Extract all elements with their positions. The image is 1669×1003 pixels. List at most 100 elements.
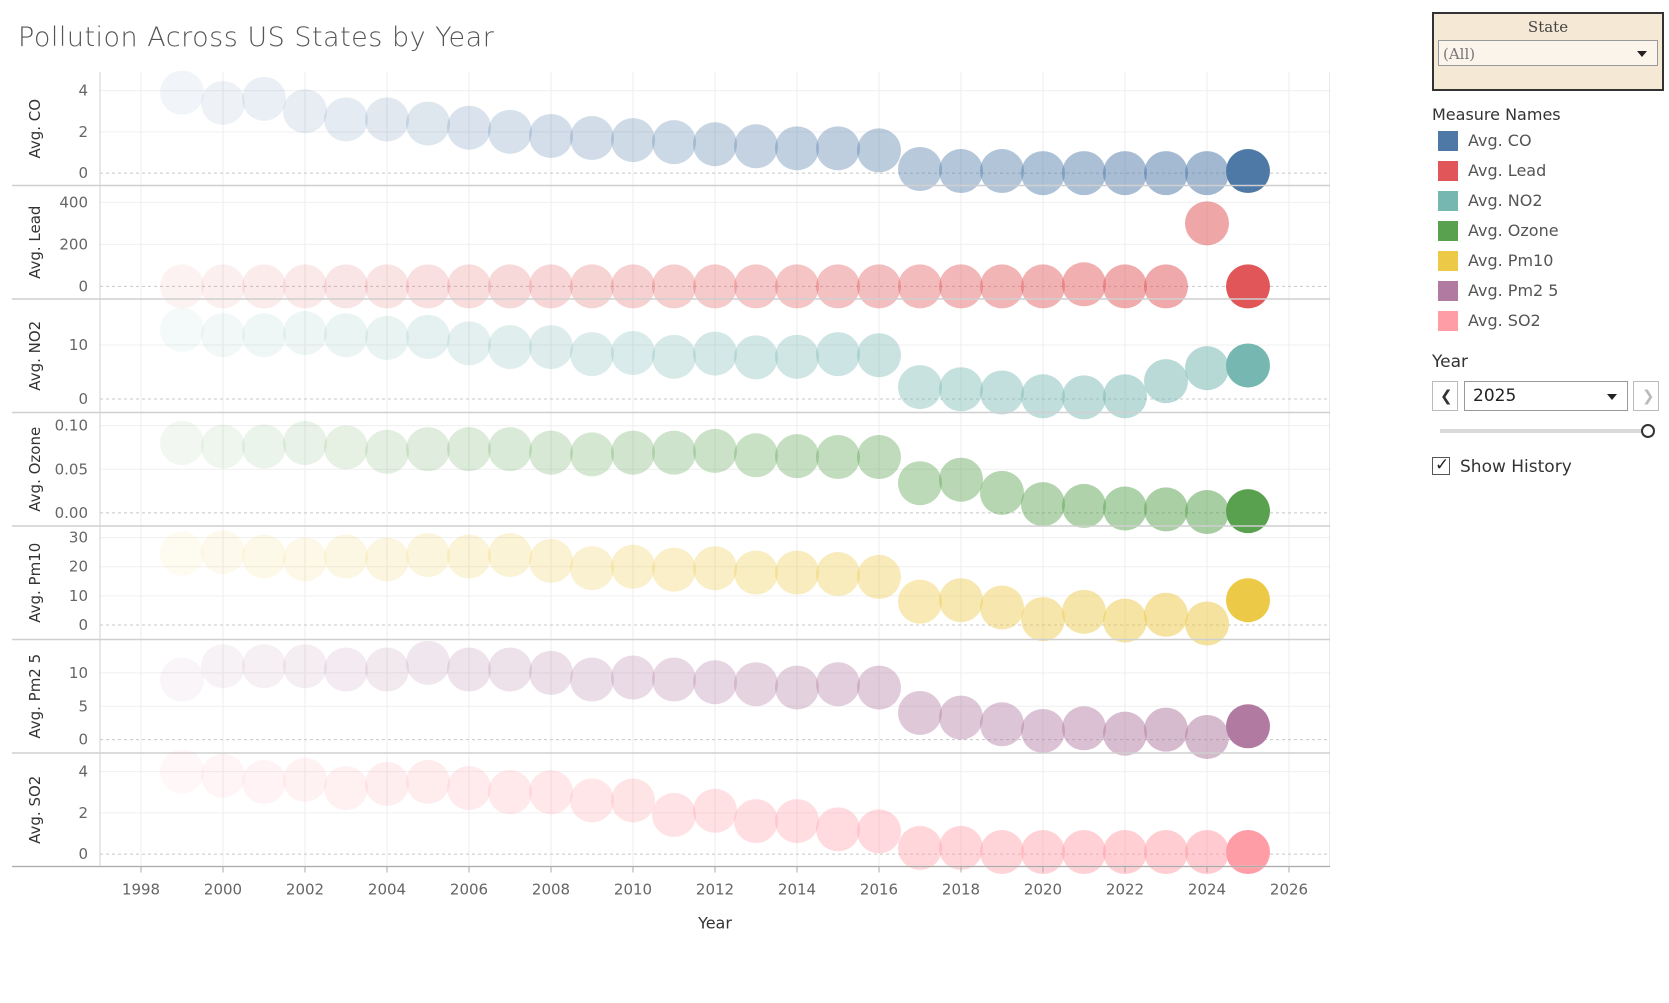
data-point	[1185, 346, 1229, 391]
x-tick-label: 2014	[778, 881, 816, 899]
check-icon: ✓	[1435, 455, 1450, 475]
data-point	[1144, 151, 1188, 196]
data-point	[1021, 830, 1065, 875]
data-point	[242, 76, 286, 121]
data-point	[898, 579, 942, 624]
year-prev-button[interactable]: ❮	[1432, 381, 1458, 411]
data-point	[611, 544, 655, 589]
legend-item-no2[interactable]: Avg. NO2	[1432, 188, 1662, 218]
x-tick-label: 2000	[204, 881, 242, 899]
data-point	[365, 97, 409, 142]
data-point	[898, 264, 942, 309]
data-point	[1021, 151, 1065, 196]
data-point	[283, 537, 327, 582]
data-point	[488, 427, 532, 472]
x-tick-label: 2020	[1024, 881, 1062, 899]
year-slider[interactable]	[1440, 424, 1656, 438]
data-point	[1185, 151, 1229, 196]
y-tick-label: 0.05	[55, 460, 88, 478]
data-point	[652, 264, 696, 309]
data-point	[898, 825, 942, 870]
x-tick-label: 2022	[1106, 881, 1144, 899]
legend-item-pm25[interactable]: Avg. Pm2 5	[1432, 278, 1662, 308]
show-history-checkbox[interactable]: ✓	[1432, 455, 1450, 475]
data-point	[488, 325, 532, 370]
data-point	[529, 325, 573, 370]
data-point	[939, 149, 983, 194]
data-point	[1226, 264, 1270, 309]
data-point	[611, 331, 655, 376]
y-tick-label: 0	[78, 845, 88, 863]
data-point	[1062, 262, 1106, 307]
data-point	[365, 537, 409, 582]
y-tick-label: 10	[69, 664, 88, 682]
y-tick-label: 400	[59, 193, 88, 211]
data-point	[857, 264, 901, 309]
data-point	[160, 307, 204, 352]
legend-item-ozone[interactable]: Avg. Ozone	[1432, 218, 1662, 248]
year-slider-thumb[interactable]	[1641, 424, 1655, 438]
legend-label: Avg. CO	[1468, 131, 1532, 150]
data-point	[1226, 704, 1270, 749]
data-point	[939, 578, 983, 623]
data-point	[857, 333, 901, 378]
year-select[interactable]: 2025	[1464, 381, 1628, 411]
data-point	[447, 766, 491, 811]
data-point	[1021, 374, 1065, 419]
state-select[interactable]: (All)	[1438, 40, 1658, 66]
data-point	[447, 534, 491, 579]
y-axis-title: Avg. Pm10	[26, 543, 44, 623]
data-point	[1144, 707, 1188, 752]
data-point	[1103, 374, 1147, 419]
data-point	[1062, 830, 1106, 875]
data-point	[980, 470, 1024, 515]
data-point	[939, 695, 983, 740]
data-point	[406, 533, 450, 578]
data-point	[980, 702, 1024, 747]
y-axis-title: Avg. Pm2 5	[26, 654, 44, 739]
data-point	[488, 264, 532, 309]
data-point	[1021, 482, 1065, 527]
x-tick-label: 2018	[942, 881, 980, 899]
y-tick-label: 10	[69, 336, 88, 354]
data-point	[693, 788, 737, 833]
legend-item-co[interactable]: Avg. CO	[1432, 128, 1662, 158]
data-point	[652, 430, 696, 475]
data-point	[201, 753, 245, 798]
legend-swatch	[1438, 161, 1458, 181]
data-point	[283, 89, 327, 134]
data-point	[1144, 487, 1188, 532]
data-point	[201, 644, 245, 689]
legend-item-pm10[interactable]: Avg. Pm10	[1432, 248, 1662, 278]
data-point	[980, 264, 1024, 309]
data-point	[611, 264, 655, 309]
legend-item-lead[interactable]: Avg. Lead	[1432, 158, 1662, 188]
data-point	[816, 435, 860, 480]
show-history-toggle[interactable]: ✓ Show History	[1432, 455, 1632, 479]
data-point	[160, 749, 204, 794]
data-point	[775, 334, 819, 379]
legend-swatch	[1438, 191, 1458, 211]
data-point	[529, 770, 573, 815]
data-point	[775, 550, 819, 595]
data-point	[242, 759, 286, 804]
y-tick-label: 0.00	[55, 504, 88, 522]
data-point	[652, 547, 696, 592]
legend-swatch	[1438, 251, 1458, 271]
data-point	[816, 662, 860, 707]
legend-swatch	[1438, 131, 1458, 151]
year-select-value: 2025	[1473, 386, 1517, 406]
data-point	[365, 315, 409, 360]
data-point	[324, 264, 368, 309]
data-point	[1021, 597, 1065, 642]
year-next-button[interactable]: ❯	[1633, 381, 1659, 411]
y-tick-label: 0	[78, 616, 88, 634]
data-point	[406, 101, 450, 146]
legend-item-so2[interactable]: Avg. SO2	[1432, 308, 1662, 338]
data-point	[1144, 264, 1188, 309]
data-point	[734, 799, 778, 844]
legend-label: Avg. Pm10	[1468, 251, 1554, 270]
data-point	[160, 531, 204, 576]
data-point	[734, 124, 778, 169]
